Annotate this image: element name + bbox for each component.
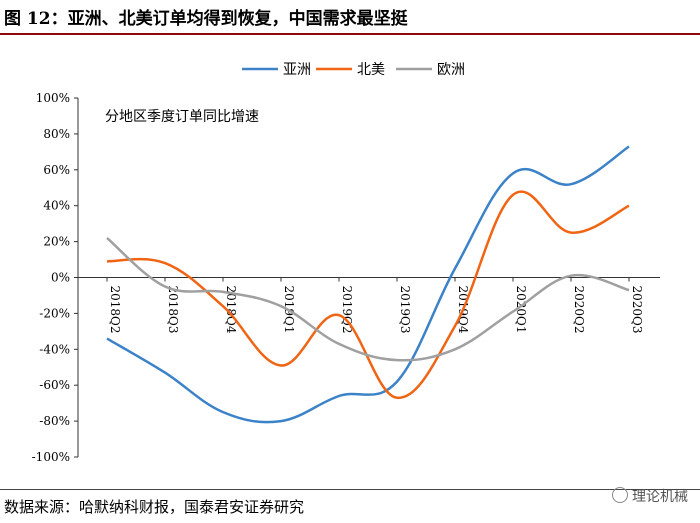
x-tick-label: 2019Q3 [398,286,412,334]
wechat-icon [612,487,628,503]
y-tick-label: 80% [43,127,70,141]
y-tick-label: 0% [51,271,70,285]
x-tick-label: 2020Q3 [630,286,644,334]
y-tick-label: 40% [43,199,70,213]
x-axis-tick-labels: 2018Q2 2018Q3 2018Q4 2019Q1 2019Q2 2019Q3 2019… [106,277,644,334]
chart-legend: 亚洲 北美 欧洲 [242,62,465,78]
x-tick-label: 2018Q3 [166,286,180,334]
series-line-1 [106,190,630,400]
y-tick-label: -20% [39,306,70,320]
watermark-text: 理论机械 [632,489,688,505]
series-line-2 [106,237,630,362]
figure-title: 图 12：亚洲、北美订单均得到恢复，中国需求最坚挺 [4,9,408,29]
y-tick-label: 20% [43,235,70,249]
x-tick-label: 2020Q1 [514,286,528,334]
x-tick-label: 2019Q2 [340,286,354,334]
y-tick-label: -100% [32,450,70,464]
y-tick-label: -40% [39,342,70,356]
x-tick-label: 2018Q2 [108,286,122,334]
source-note: 数据来源：哈默纳科财报，国泰君安证券研究 [4,498,305,516]
y-axis-tick-labels: 100% 80% 60% 40% 20% 0% -20% -40% -60% -80% -100% [32,91,78,464]
title-divider [0,33,700,35]
watermark: 理论机械 [612,486,688,506]
legend-label-1: 北美 [357,62,385,78]
y-tick-label: -80% [39,414,70,428]
y-tick-label: 100% [36,91,70,105]
legend-label-2: 欧洲 [437,62,465,78]
series-line-0 [106,145,630,424]
series-lines [106,145,630,424]
y-tick-label: 60% [43,163,70,177]
y-tick-label: -60% [39,378,70,392]
x-tick-label: 2018Q4 [224,286,238,334]
legend-label-0: 亚洲 [283,62,311,78]
x-tick-label: 2020Q2 [572,286,586,334]
source-divider [0,489,700,490]
chart-annotation: 分地区季度订单同比增速 [105,109,259,125]
